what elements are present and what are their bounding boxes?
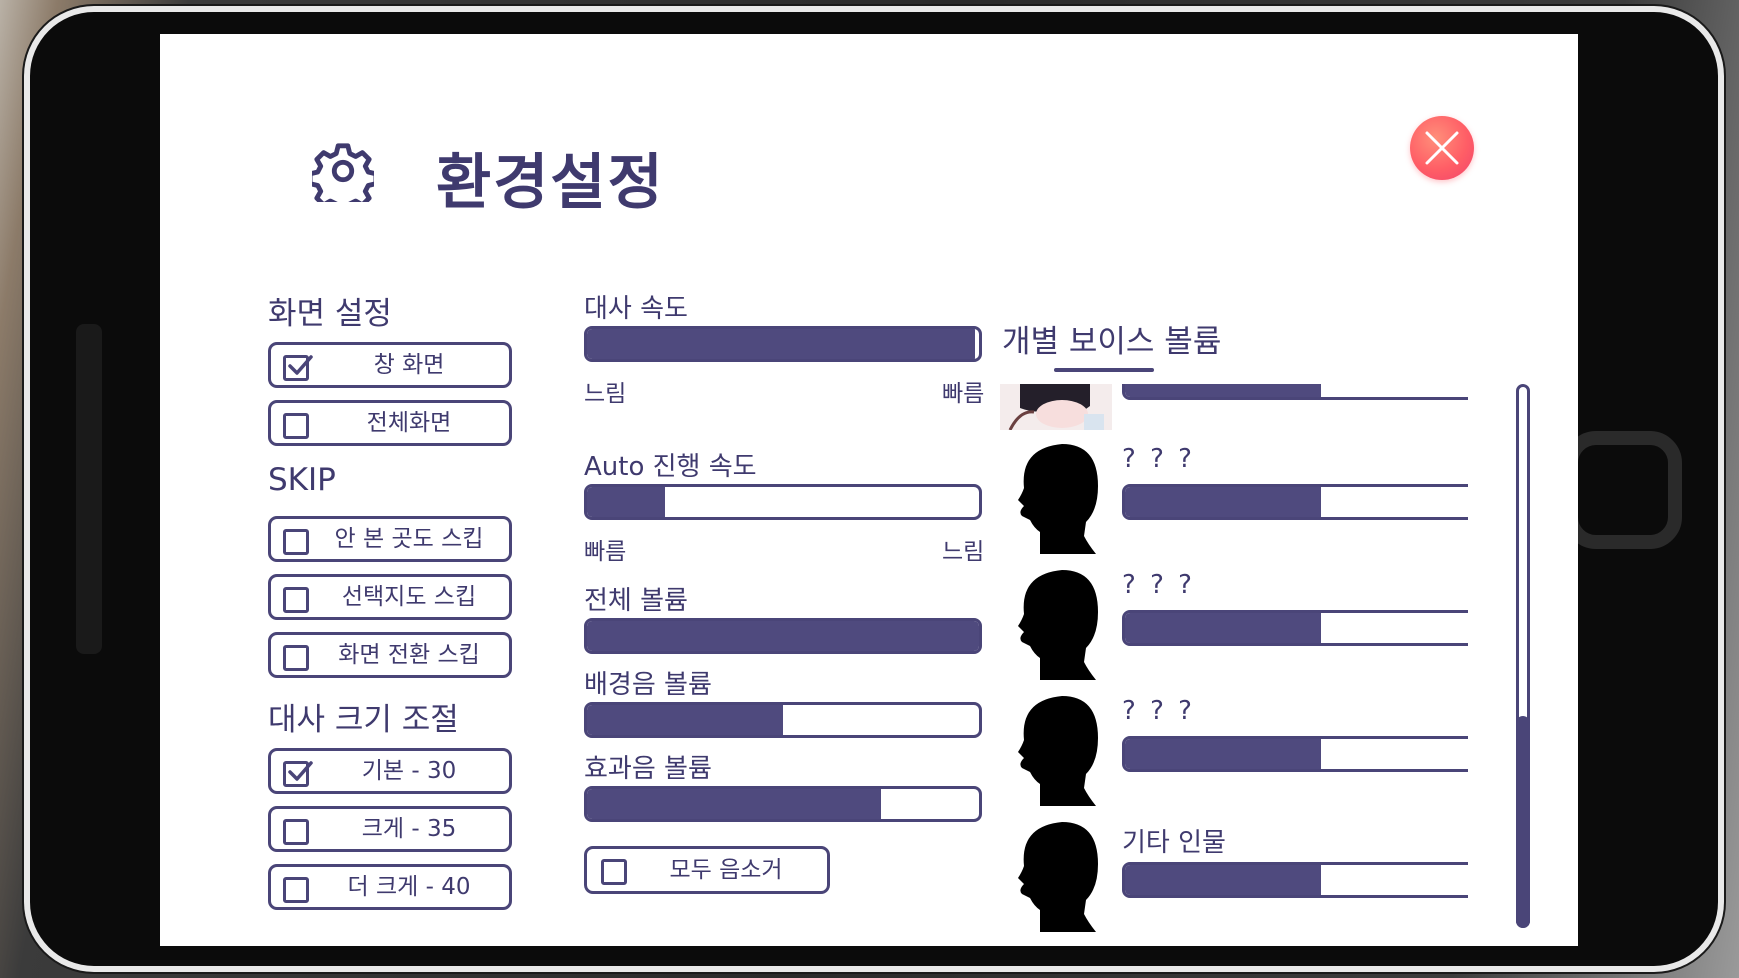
phone-home-button [1564,431,1682,549]
display-settings-title: 화면 설정 [268,296,392,332]
option-label: 더 크게 - 40 [347,874,471,900]
slider-max-label: 느림 [942,539,985,565]
slider-min-label: 빠름 [584,539,627,565]
checkbox[interactable] [283,587,309,613]
checkbox[interactable] [283,529,309,555]
checkbox[interactable] [283,761,313,787]
gear-icon [312,143,374,202]
option-fullscreen[interactable]: 전체화면 [268,400,512,446]
master-volume-slider[interactable] [584,618,982,654]
checkbox[interactable] [283,819,309,845]
checkbox[interactable] [601,859,627,885]
option-size-default[interactable]: 기본 - 30 [268,748,512,794]
slider-fill [587,487,666,517]
option-windowed[interactable]: 창 화면 [268,342,512,388]
mute-all-toggle[interactable]: 모두 음소거 [584,846,830,894]
auto-speed-label: Auto 진행 속도 [584,452,757,482]
settings-panel: 환경설정 화면 설정 창 화면 전체화면 SKIP 안 본 곳도 스킵 선택지도… [160,34,1578,946]
option-skip-choices[interactable]: 선택지도 스킵 [268,574,512,620]
character-name: ? ? ? [1122,444,1195,474]
bgm-volume-label: 배경음 볼륨 [584,670,712,700]
checkbox[interactable] [283,413,309,439]
slider-fill [1125,487,1321,517]
auto-speed-slider[interactable] [584,484,982,520]
voice-row [1000,384,1468,470]
mute-all-label: 모두 음소거 [669,857,783,883]
scrollbar-thumb[interactable] [1516,716,1530,928]
voice-volume-slider[interactable] [1122,610,1468,646]
page-title: 환경설정 [436,148,665,218]
voice-volume-title: 개별 보이스 볼륨 [1002,324,1222,360]
voice-volume-slider[interactable] [1122,484,1468,520]
slider-max-label: 빠름 [942,381,985,407]
option-skip-transitions[interactable]: 화면 전환 스킵 [268,632,512,678]
option-skip-unread[interactable]: 안 본 곳도 스킵 [268,516,512,562]
silhouette-head-icon [1018,822,1098,932]
dialogue-speed-slider[interactable] [584,326,982,362]
option-label: 안 본 곳도 스킵 [334,526,484,552]
sfx-volume-slider[interactable] [584,786,982,822]
text-size-title: 대사 크기 조절 [268,702,459,738]
checkbox[interactable] [283,877,309,903]
title-underline [1054,368,1154,372]
slider-fill [1125,384,1321,397]
phone-frame: 환경설정 화면 설정 창 화면 전체화면 SKIP 안 본 곳도 스킵 선택지도… [24,6,1724,972]
voice-volume-slider[interactable] [1122,862,1468,898]
slider-fill [587,705,783,735]
checkbox[interactable] [283,355,313,381]
voice-list: ? ? ? ? ? ? ? ? ? [1000,384,1468,932]
voice-row: 기타 인물 [1000,814,1468,932]
option-label: 선택지도 스킵 [341,584,477,610]
character-name: ? ? ? [1122,696,1195,726]
bgm-volume-slider[interactable] [584,702,982,738]
slider-min-label: 느림 [584,381,627,407]
option-label: 크게 - 35 [361,816,457,842]
voice-volume-slider[interactable] [1122,736,1468,772]
close-button[interactable] [1410,116,1474,180]
dialogue-speed-label: 대사 속도 [584,294,688,324]
option-size-large[interactable]: 크게 - 35 [268,806,512,852]
option-label: 창 화면 [373,352,445,378]
slider-fill [587,621,979,651]
character-name: 기타 인물 [1122,828,1226,858]
skip-title: SKIP [268,462,336,498]
close-icon [1425,131,1459,165]
phone-side-button [76,324,102,654]
silhouette-head-icon [1018,696,1098,806]
voice-row: ? ? ? [1000,436,1468,562]
check-icon [288,761,313,781]
option-label: 화면 전환 스킵 [338,642,480,668]
character-name: ? ? ? [1122,570,1195,600]
silhouette-head-icon [1018,570,1098,680]
anime-girl-portrait-icon [1000,384,1112,430]
checkbox[interactable] [283,645,309,671]
voice-row: ? ? ? [1000,562,1468,688]
voice-volume-slider[interactable] [1122,384,1468,400]
option-label: 전체화면 [366,410,452,436]
slider-fill [1125,865,1321,895]
silhouette-head-icon [1018,444,1098,554]
option-label: 기본 - 30 [361,758,457,784]
master-volume-label: 전체 볼륨 [584,586,688,616]
sfx-volume-label: 효과음 볼륨 [584,754,712,784]
option-size-xlarge[interactable]: 더 크게 - 40 [268,864,512,910]
slider-fill [1125,613,1321,643]
slider-fill [587,329,976,359]
slider-fill [587,789,881,819]
check-icon [288,355,313,375]
voice-row: ? ? ? [1000,688,1468,814]
slider-fill [1125,739,1321,769]
